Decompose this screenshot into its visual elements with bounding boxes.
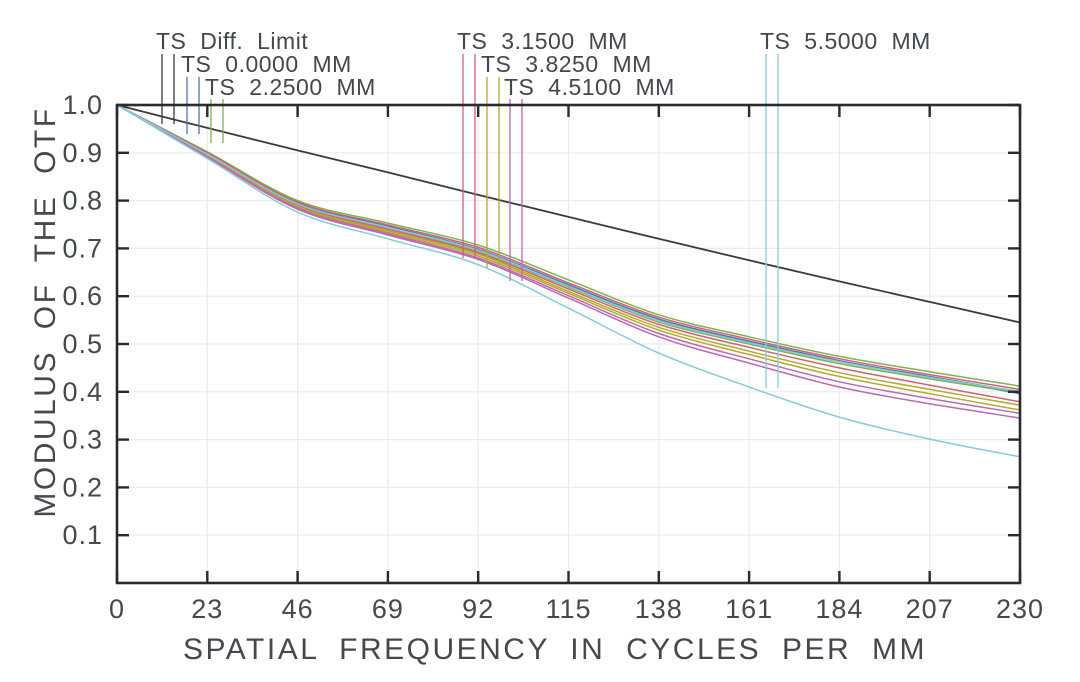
y-axis-title: MODULUS OF THE OTF [29, 106, 62, 517]
legend-label: TS 0.0000 MM [181, 51, 352, 77]
y-tick-label: 0.8 [62, 186, 103, 216]
x-tick-label: 207 [906, 594, 954, 624]
y-tick-label: 0.1 [62, 520, 103, 550]
mtf-curve-diff-limit [116, 104, 1021, 324]
x-tick-label: 23 [191, 594, 223, 624]
x-tick-label: 184 [815, 594, 863, 624]
x-tick-label: 138 [635, 594, 683, 624]
mtf-curve-t-5-5000-mm [116, 104, 1021, 393]
y-tick-label: 0.4 [62, 377, 103, 407]
x-tick-label: 69 [372, 594, 404, 624]
y-tick-label: 0.9 [62, 138, 103, 168]
x-axis-title: SPATIAL FREQUENCY IN CYCLES PER MM [183, 633, 927, 666]
x-tick-label: 46 [282, 594, 314, 624]
y-tick-label: 0.6 [62, 281, 103, 311]
legend-label: TS 3.8250 MM [481, 51, 652, 77]
y-tick-label: 0.2 [62, 472, 103, 502]
mtf-curve-s-5-5000-mm [116, 104, 1021, 458]
x-tick-label: 92 [462, 594, 494, 624]
y-tick-label: 1.0 [62, 90, 103, 120]
y-tick-label: 0.7 [62, 233, 103, 263]
x-tick-label: 115 [545, 594, 591, 624]
mtf-curve-t-3-1500-mm [116, 104, 1021, 391]
legend-label: TS Diff. Limit [156, 28, 308, 54]
y-tick-label: 0.3 [62, 425, 103, 455]
legend-label: TS 2.2500 MM [205, 74, 376, 100]
legend-label: TS 5.5000 MM [760, 28, 931, 54]
mtf-curve-t-2-2500-mm [116, 104, 1021, 387]
mtf-curve-s-4-5100-mm [116, 104, 1021, 419]
x-tick-label: 230 [996, 594, 1044, 624]
x-tick-label: 0 [109, 594, 125, 624]
axes-frame [115, 103, 1022, 585]
legend-label: TS 4.5100 MM [504, 74, 675, 100]
mtf-curves [116, 104, 1021, 458]
legend-label: TS 3.1500 MM [457, 28, 628, 54]
tick-labels: 0 23 46 69 92 115 138 161 184 207 230 0.1 0.2 0.3 0.4 0… [62, 90, 1044, 624]
y-tick-label: 0.5 [62, 329, 103, 359]
grid-lines [117, 105, 1020, 583]
x-tick-label: 161 [725, 594, 773, 624]
